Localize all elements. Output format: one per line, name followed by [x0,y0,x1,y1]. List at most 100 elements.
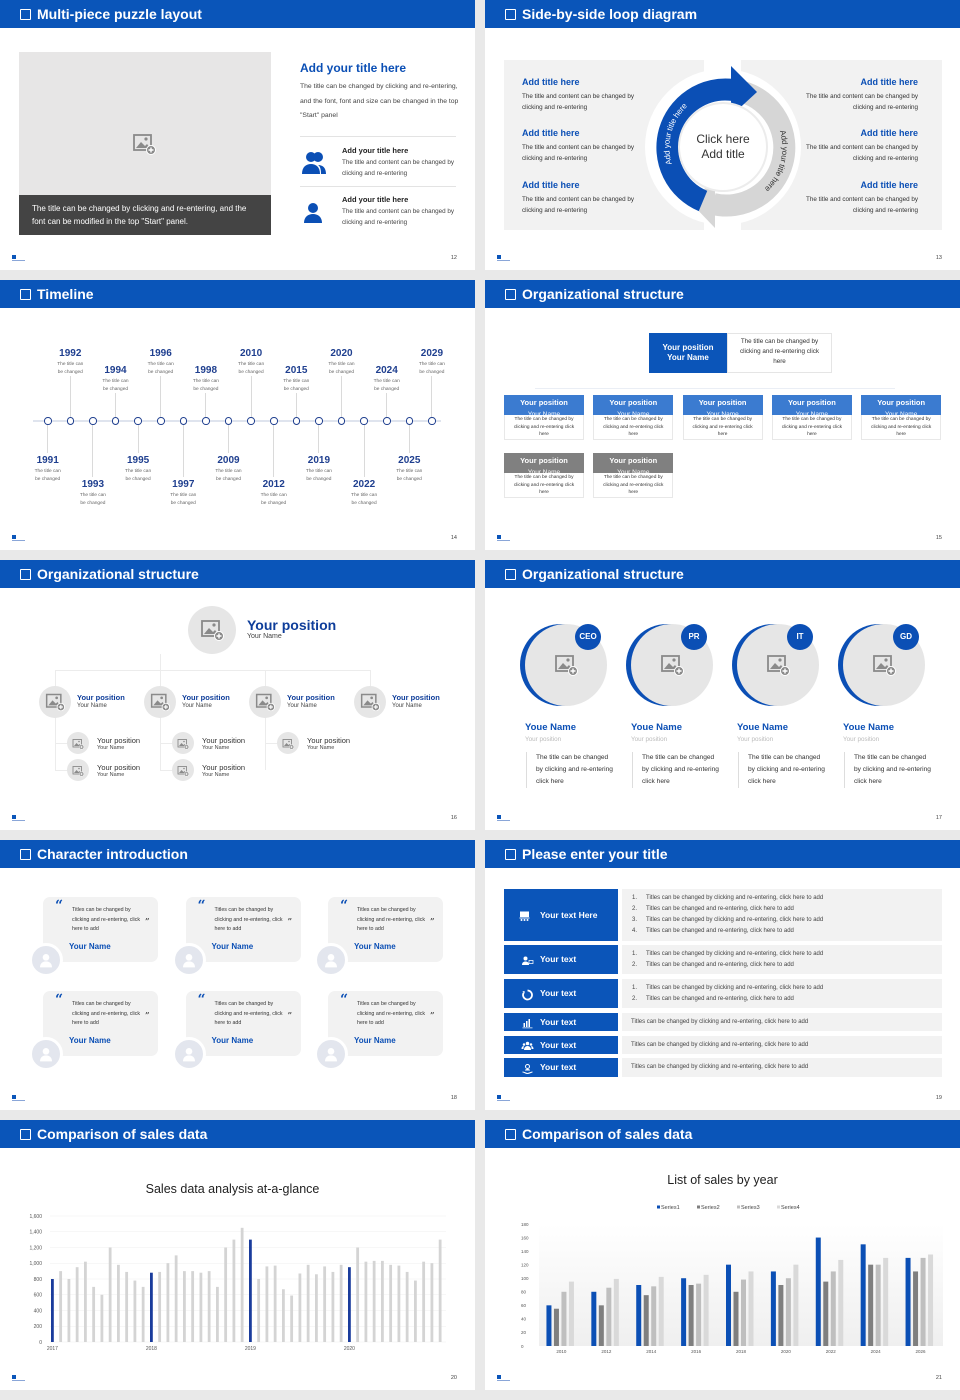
photo-small[interactable] [67,732,89,754]
grouped-bar-chart: Series1 Series2 Series3 Series4 0 20 40 60 80 100… [521,1205,943,1354]
timeline-node[interactable] [337,417,346,425]
photo-small[interactable] [67,759,89,781]
person-description: The title can be changed by clicking and… [632,752,720,788]
photo-small[interactable] [172,759,194,781]
timeline-node[interactable] [292,417,301,425]
row-label-box[interactable] [504,1036,618,1054]
timeline-node[interactable] [315,417,323,425]
top-photo[interactable] [188,606,236,654]
name: Your Name [795,411,829,418]
avatar[interactable] [29,943,63,977]
bar [158,1271,162,1342]
position-box-header[interactable]: Your position Your Name [771,395,852,418]
list-item: Titles can be changed by clicking and re… [646,950,824,957]
name: Your Name [617,411,650,418]
timeline-node[interactable] [224,417,233,425]
close-quote-icon: ” [145,1010,150,1020]
photo[interactable] [144,686,176,718]
timeline-node[interactable] [428,417,436,425]
bar [860,1244,866,1346]
slide-title-text: Organizational structure [37,566,199,582]
heading: Add your title here [300,61,407,75]
list-item-number: 1. [632,895,638,901]
child-name: Your Name [97,745,125,751]
row-label-box[interactable] [504,1058,618,1077]
bar-chart-icon [521,1016,534,1029]
y-tick-label: 1,000 [29,1261,42,1267]
position-box-header[interactable]: Your position Your Name [504,395,584,418]
slide-title: Please enter your title [485,840,960,868]
timeline-text: The title can be changed [34,469,61,482]
photo[interactable] [39,686,71,718]
photo-small[interactable] [277,732,299,754]
position: Your position [287,693,335,702]
person-position: Your position [631,736,668,743]
item-title: Add your title here [342,195,409,204]
photo[interactable] [249,686,281,718]
bar [67,1279,71,1342]
position-box-header[interactable]: Your position Your Name [861,395,942,418]
list-item-number: 1. [632,950,638,957]
slide-title: Comparison of sales data [485,1120,960,1148]
position-box-header[interactable]: Your position Your Name [593,395,674,418]
top-description: The title can be changed by clicking and… [727,333,832,373]
brand-logo [12,815,26,822]
timeline-node[interactable] [89,417,97,425]
role-badge: CEO [575,624,601,650]
timeline-node[interactable] [134,417,142,425]
top-position-box[interactable]: Your position Your Name [649,333,727,373]
name: Your Name [527,469,561,476]
timeline-connector [115,393,116,417]
x-tick-label: 2019 [245,1346,256,1352]
timeline-connector [47,424,49,453]
position-box-text: The title can be changed by clicking and… [861,415,942,440]
avatar[interactable] [171,1037,206,1071]
photo[interactable] [354,686,386,718]
photo-small[interactable] [172,732,194,754]
timeline-node[interactable] [247,417,255,425]
row-content-box [622,1058,942,1077]
row-label: Your text [540,1016,577,1027]
bar [348,1267,351,1342]
timeline-node[interactable] [270,417,278,425]
row-label-box[interactable] [504,1013,618,1031]
timeline-year: 2012 [262,479,285,490]
timeline-text: The title can be changed [79,493,106,506]
close-quote-icon: ” [287,916,293,926]
timeline-node[interactable] [360,417,368,425]
timeline-node[interactable] [111,417,120,425]
position-box-text: The title can be changed by clicking and… [504,415,584,440]
timeline-text: The title can be changed [283,379,310,392]
timeline-node[interactable] [179,417,188,425]
timeline-node[interactable] [383,417,391,425]
timeline-node[interactable] [44,417,52,425]
name: Your Name [392,703,422,709]
timeline-node[interactable] [202,417,210,425]
bar [298,1273,302,1342]
bar [282,1289,285,1342]
quote-card [185,897,301,962]
close-quote-icon: ” [430,916,435,926]
timeline-node[interactable] [66,417,75,425]
avatar[interactable] [314,943,348,977]
bar [733,1291,739,1346]
row-label-box[interactable] [504,945,618,974]
avatar[interactable] [314,1037,348,1071]
position-box-header[interactable]: Your position Your Name [504,453,584,476]
name: Your Name [706,411,739,418]
timeline-node[interactable] [405,417,414,425]
slide-title-text: Character introduction [37,846,188,862]
slide-title: Organizational structure [485,280,960,308]
image-add-icon[interactable] [132,132,156,161]
role-badge: GD [893,624,919,650]
timeline-node[interactable] [157,417,165,425]
y-tick-label: 40 [521,1317,527,1322]
position-box-header[interactable]: Your position Your Name [682,395,763,418]
right-item-text: The title and content can be changed by … [805,144,918,162]
bar [598,1305,604,1346]
position-box-header[interactable]: Your position Your Name [593,453,674,476]
avatar[interactable] [171,943,206,977]
avatar[interactable] [29,1037,63,1071]
bar [207,1271,211,1342]
arrow-right-icon [731,66,757,116]
